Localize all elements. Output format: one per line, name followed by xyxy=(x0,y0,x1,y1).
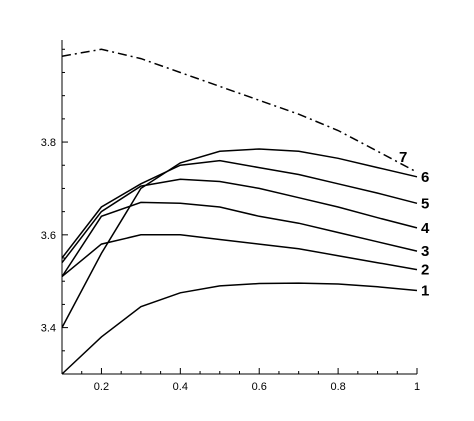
x-tick-label: 0.2 xyxy=(94,381,109,393)
chart-series-group xyxy=(61,48,418,375)
series-label-7: 7 xyxy=(399,149,407,166)
series-label-1: 1 xyxy=(421,283,429,300)
series-line-4 xyxy=(61,178,418,264)
y-tick-label: 3.8 xyxy=(41,137,56,149)
chart-axes: 0.2 0.4 0.6 0.8 1 3.4 3.6 3.8 xyxy=(41,40,420,393)
series-line-1 xyxy=(61,282,418,375)
series-label-6: 6 xyxy=(421,169,429,186)
series-label-5: 5 xyxy=(421,195,429,212)
x-tick-label: 1 xyxy=(414,381,420,393)
y-tick-label: 3.6 xyxy=(41,230,56,242)
series-label-4: 4 xyxy=(421,220,430,237)
x-tick-label: 0.6 xyxy=(252,381,267,393)
y-tick-label: 3.4 xyxy=(41,323,56,335)
series-line-6 xyxy=(61,148,418,328)
series-label-2: 2 xyxy=(421,262,429,279)
series-line-7 xyxy=(61,48,418,173)
series-label-3: 3 xyxy=(421,243,429,260)
x-tick-label: 0.4 xyxy=(173,381,188,393)
x-tick-label: 0.8 xyxy=(330,381,345,393)
series-line-3 xyxy=(61,201,418,278)
series-line-2 xyxy=(61,234,418,278)
chart-series-labels: 1 2 3 4 5 67 xyxy=(399,149,430,299)
series-line-5 xyxy=(61,159,418,259)
